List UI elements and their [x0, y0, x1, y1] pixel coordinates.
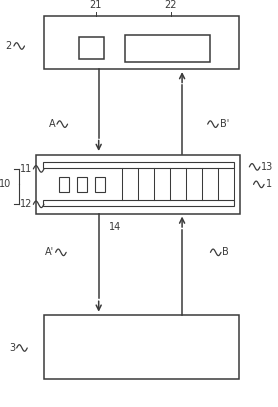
Text: 2: 2 [5, 41, 11, 51]
Text: B: B [222, 247, 229, 257]
Bar [95, 177, 105, 192]
Bar [44, 315, 239, 379]
Text: 11: 11 [20, 164, 32, 174]
Bar [59, 177, 69, 192]
Bar [43, 162, 234, 168]
Bar [79, 37, 104, 59]
Text: 1: 1 [265, 179, 272, 189]
Bar [44, 16, 239, 69]
Text: 22: 22 [165, 0, 177, 10]
Text: 14: 14 [109, 222, 121, 232]
Bar [36, 155, 240, 214]
Bar [77, 177, 87, 192]
Bar [43, 200, 234, 206]
Bar [125, 35, 210, 62]
Text: 21: 21 [90, 0, 102, 10]
Text: A: A [49, 119, 56, 129]
Text: A': A' [45, 247, 54, 257]
Text: 10: 10 [0, 179, 11, 189]
Text: 3: 3 [9, 343, 15, 353]
Text: B': B' [220, 119, 229, 129]
Text: 12: 12 [19, 199, 32, 209]
Text: 13: 13 [261, 162, 274, 172]
